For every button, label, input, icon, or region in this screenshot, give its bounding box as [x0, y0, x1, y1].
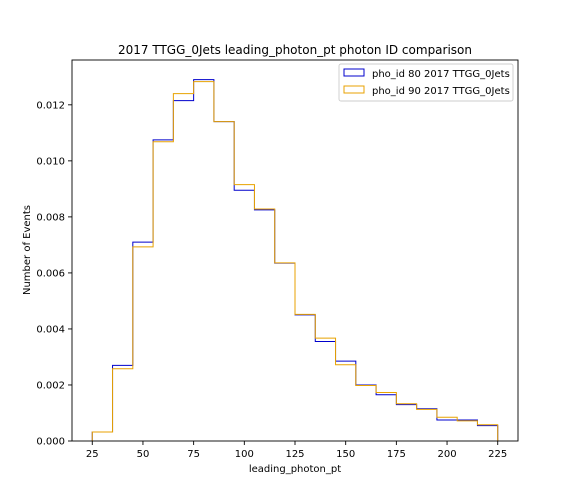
legend-swatch-pho-id-80 — [343, 68, 365, 77]
y-axis-ticks: 0.000 0.002 0.004 0.006 0.008 0.010 0.012 — [36, 100, 72, 448]
y-tick-label: 0.012 — [36, 100, 65, 111]
legend: pho_id 80 2017 TTGG_0Jets pho_id 90 2017… — [338, 63, 514, 102]
x-tick-label: 175 — [387, 449, 406, 460]
x-tick-label: 100 — [235, 449, 254, 460]
x-tick-label: 150 — [336, 449, 355, 460]
x-tick-label: 225 — [488, 449, 507, 460]
y-tick-label: 0.008 — [36, 212, 65, 223]
x-axis-label: leading_photon_pt — [249, 464, 341, 475]
x-tick-label: 50 — [137, 449, 150, 460]
x-tick-label: 25 — [86, 449, 99, 460]
y-tick-label: 0.000 — [36, 437, 65, 448]
y-tick-label: 0.010 — [36, 156, 65, 167]
x-tick-label: 200 — [437, 449, 456, 460]
y-tick-label: 0.006 — [36, 268, 65, 279]
x-tick-label: 75 — [187, 449, 200, 460]
x-axis-ticks: 25 50 75 100 125 150 175 200 225 — [86, 441, 507, 460]
legend-label-pho-id-80: pho_id 80 2017 TTGG_0Jets — [372, 69, 510, 80]
series-line-pho-id-90 — [91, 81, 499, 441]
y-tick-label: 0.004 — [36, 324, 65, 335]
series-layer — [91, 79, 499, 441]
legend-box — [338, 63, 514, 102]
y-axis-label: Number of Events — [22, 205, 33, 295]
legend-swatch-pho-id-90 — [343, 85, 365, 94]
chart-title: 2017 TTGG_0Jets leading_photon_pt photon… — [118, 43, 472, 57]
y-tick-label: 0.002 — [36, 380, 65, 391]
legend-label-pho-id-90: pho_id 90 2017 TTGG_0Jets — [372, 86, 510, 97]
x-tick-label: 125 — [285, 449, 304, 460]
